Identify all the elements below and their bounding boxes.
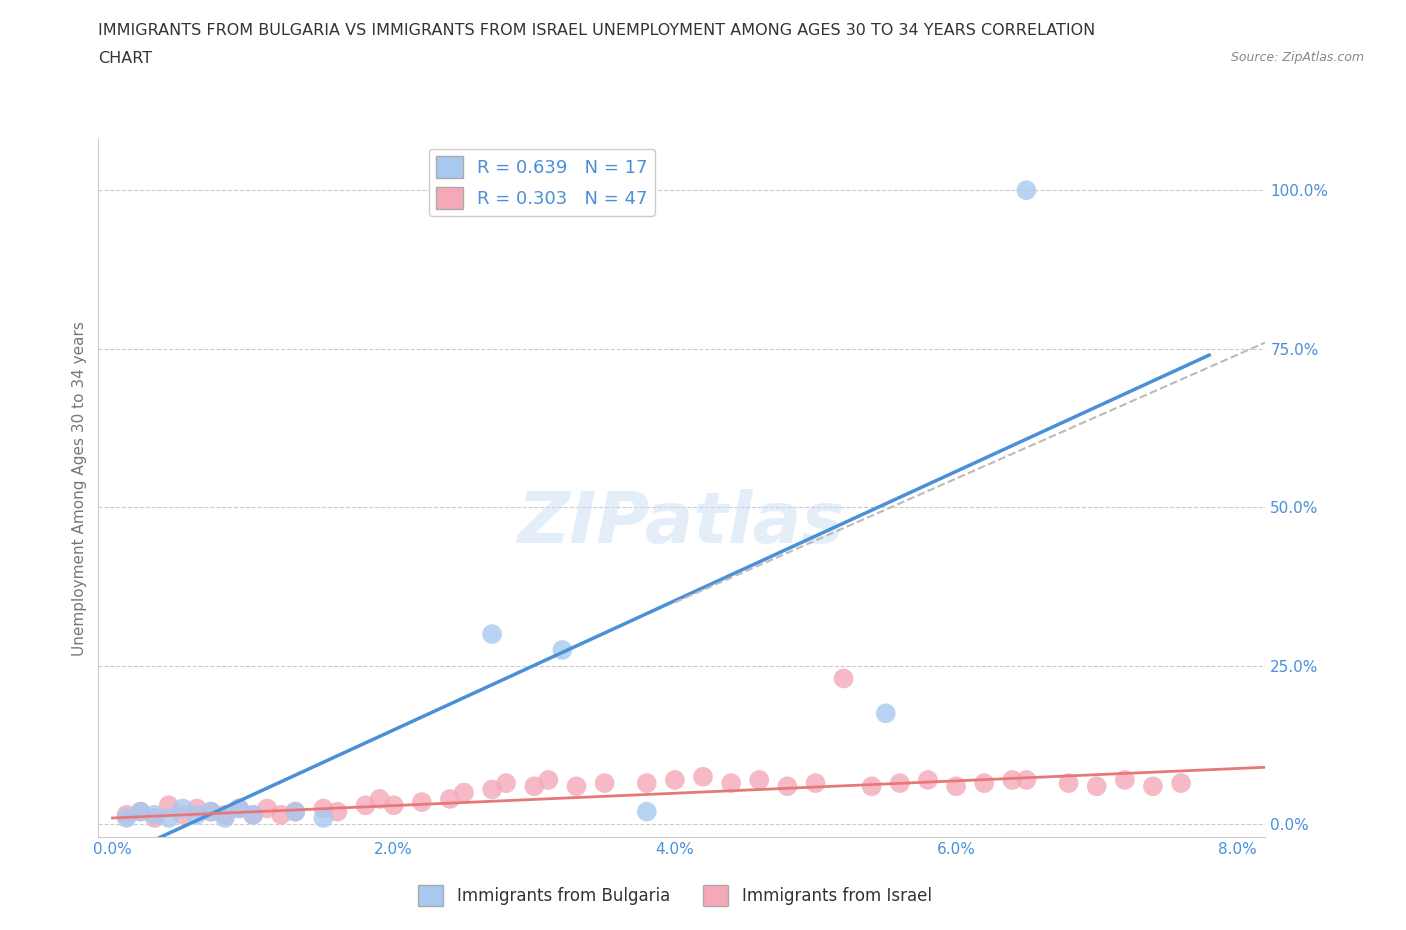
Point xyxy=(143,807,166,822)
Point xyxy=(860,778,883,793)
Point xyxy=(157,798,180,813)
Point xyxy=(593,776,616,790)
Point xyxy=(115,811,138,826)
Point xyxy=(889,776,911,790)
Point xyxy=(917,773,939,788)
Point xyxy=(115,807,138,822)
Point xyxy=(945,778,967,793)
Point xyxy=(776,778,799,793)
Legend: R = 0.639   N = 17, R = 0.303   N = 47: R = 0.639 N = 17, R = 0.303 N = 47 xyxy=(429,149,655,216)
Point xyxy=(636,804,658,819)
Point xyxy=(1142,778,1164,793)
Point xyxy=(312,811,335,826)
Point xyxy=(129,804,152,819)
Point xyxy=(748,773,770,788)
Point xyxy=(312,801,335,816)
Point xyxy=(523,778,546,793)
Point xyxy=(565,778,588,793)
Point xyxy=(495,776,517,790)
Y-axis label: Unemployment Among Ages 30 to 34 years: Unemployment Among Ages 30 to 34 years xyxy=(72,321,87,656)
Point xyxy=(200,804,222,819)
Point xyxy=(804,776,827,790)
Point xyxy=(242,807,264,822)
Point xyxy=(228,801,250,816)
Point xyxy=(1057,776,1080,790)
Point xyxy=(1015,773,1038,788)
Point xyxy=(214,811,236,826)
Point xyxy=(1001,773,1024,788)
Point xyxy=(242,807,264,822)
Point xyxy=(284,804,307,819)
Point xyxy=(382,798,405,813)
Point xyxy=(875,706,897,721)
Point xyxy=(157,811,180,826)
Point xyxy=(200,804,222,819)
Point xyxy=(481,627,503,642)
Point xyxy=(354,798,377,813)
Point xyxy=(664,773,686,788)
Point xyxy=(1085,778,1108,793)
Text: ZIPatlas: ZIPatlas xyxy=(519,488,845,558)
Point xyxy=(453,785,475,800)
Point xyxy=(186,801,208,816)
Point xyxy=(411,794,433,809)
Point xyxy=(551,643,574,658)
Point xyxy=(973,776,995,790)
Point xyxy=(537,773,560,788)
Text: IMMIGRANTS FROM BULGARIA VS IMMIGRANTS FROM ISRAEL UNEMPLOYMENT AMONG AGES 30 TO: IMMIGRANTS FROM BULGARIA VS IMMIGRANTS F… xyxy=(98,23,1095,38)
Text: CHART: CHART xyxy=(98,51,152,66)
Point xyxy=(720,776,742,790)
Point xyxy=(143,811,166,826)
Point xyxy=(1114,773,1136,788)
Point xyxy=(439,791,461,806)
Point xyxy=(129,804,152,819)
Point xyxy=(284,804,307,819)
Point xyxy=(832,671,855,686)
Point xyxy=(481,782,503,797)
Point xyxy=(692,769,714,784)
Text: Source: ZipAtlas.com: Source: ZipAtlas.com xyxy=(1230,51,1364,64)
Point xyxy=(228,801,250,816)
Point xyxy=(172,801,194,816)
Point xyxy=(270,807,292,822)
Point xyxy=(368,791,391,806)
Point xyxy=(636,776,658,790)
Legend: Immigrants from Bulgaria, Immigrants from Israel: Immigrants from Bulgaria, Immigrants fro… xyxy=(412,879,938,912)
Point xyxy=(186,807,208,822)
Point xyxy=(326,804,349,819)
Point xyxy=(256,801,278,816)
Point xyxy=(1015,183,1038,198)
Point xyxy=(214,807,236,822)
Point xyxy=(1170,776,1192,790)
Point xyxy=(172,807,194,822)
